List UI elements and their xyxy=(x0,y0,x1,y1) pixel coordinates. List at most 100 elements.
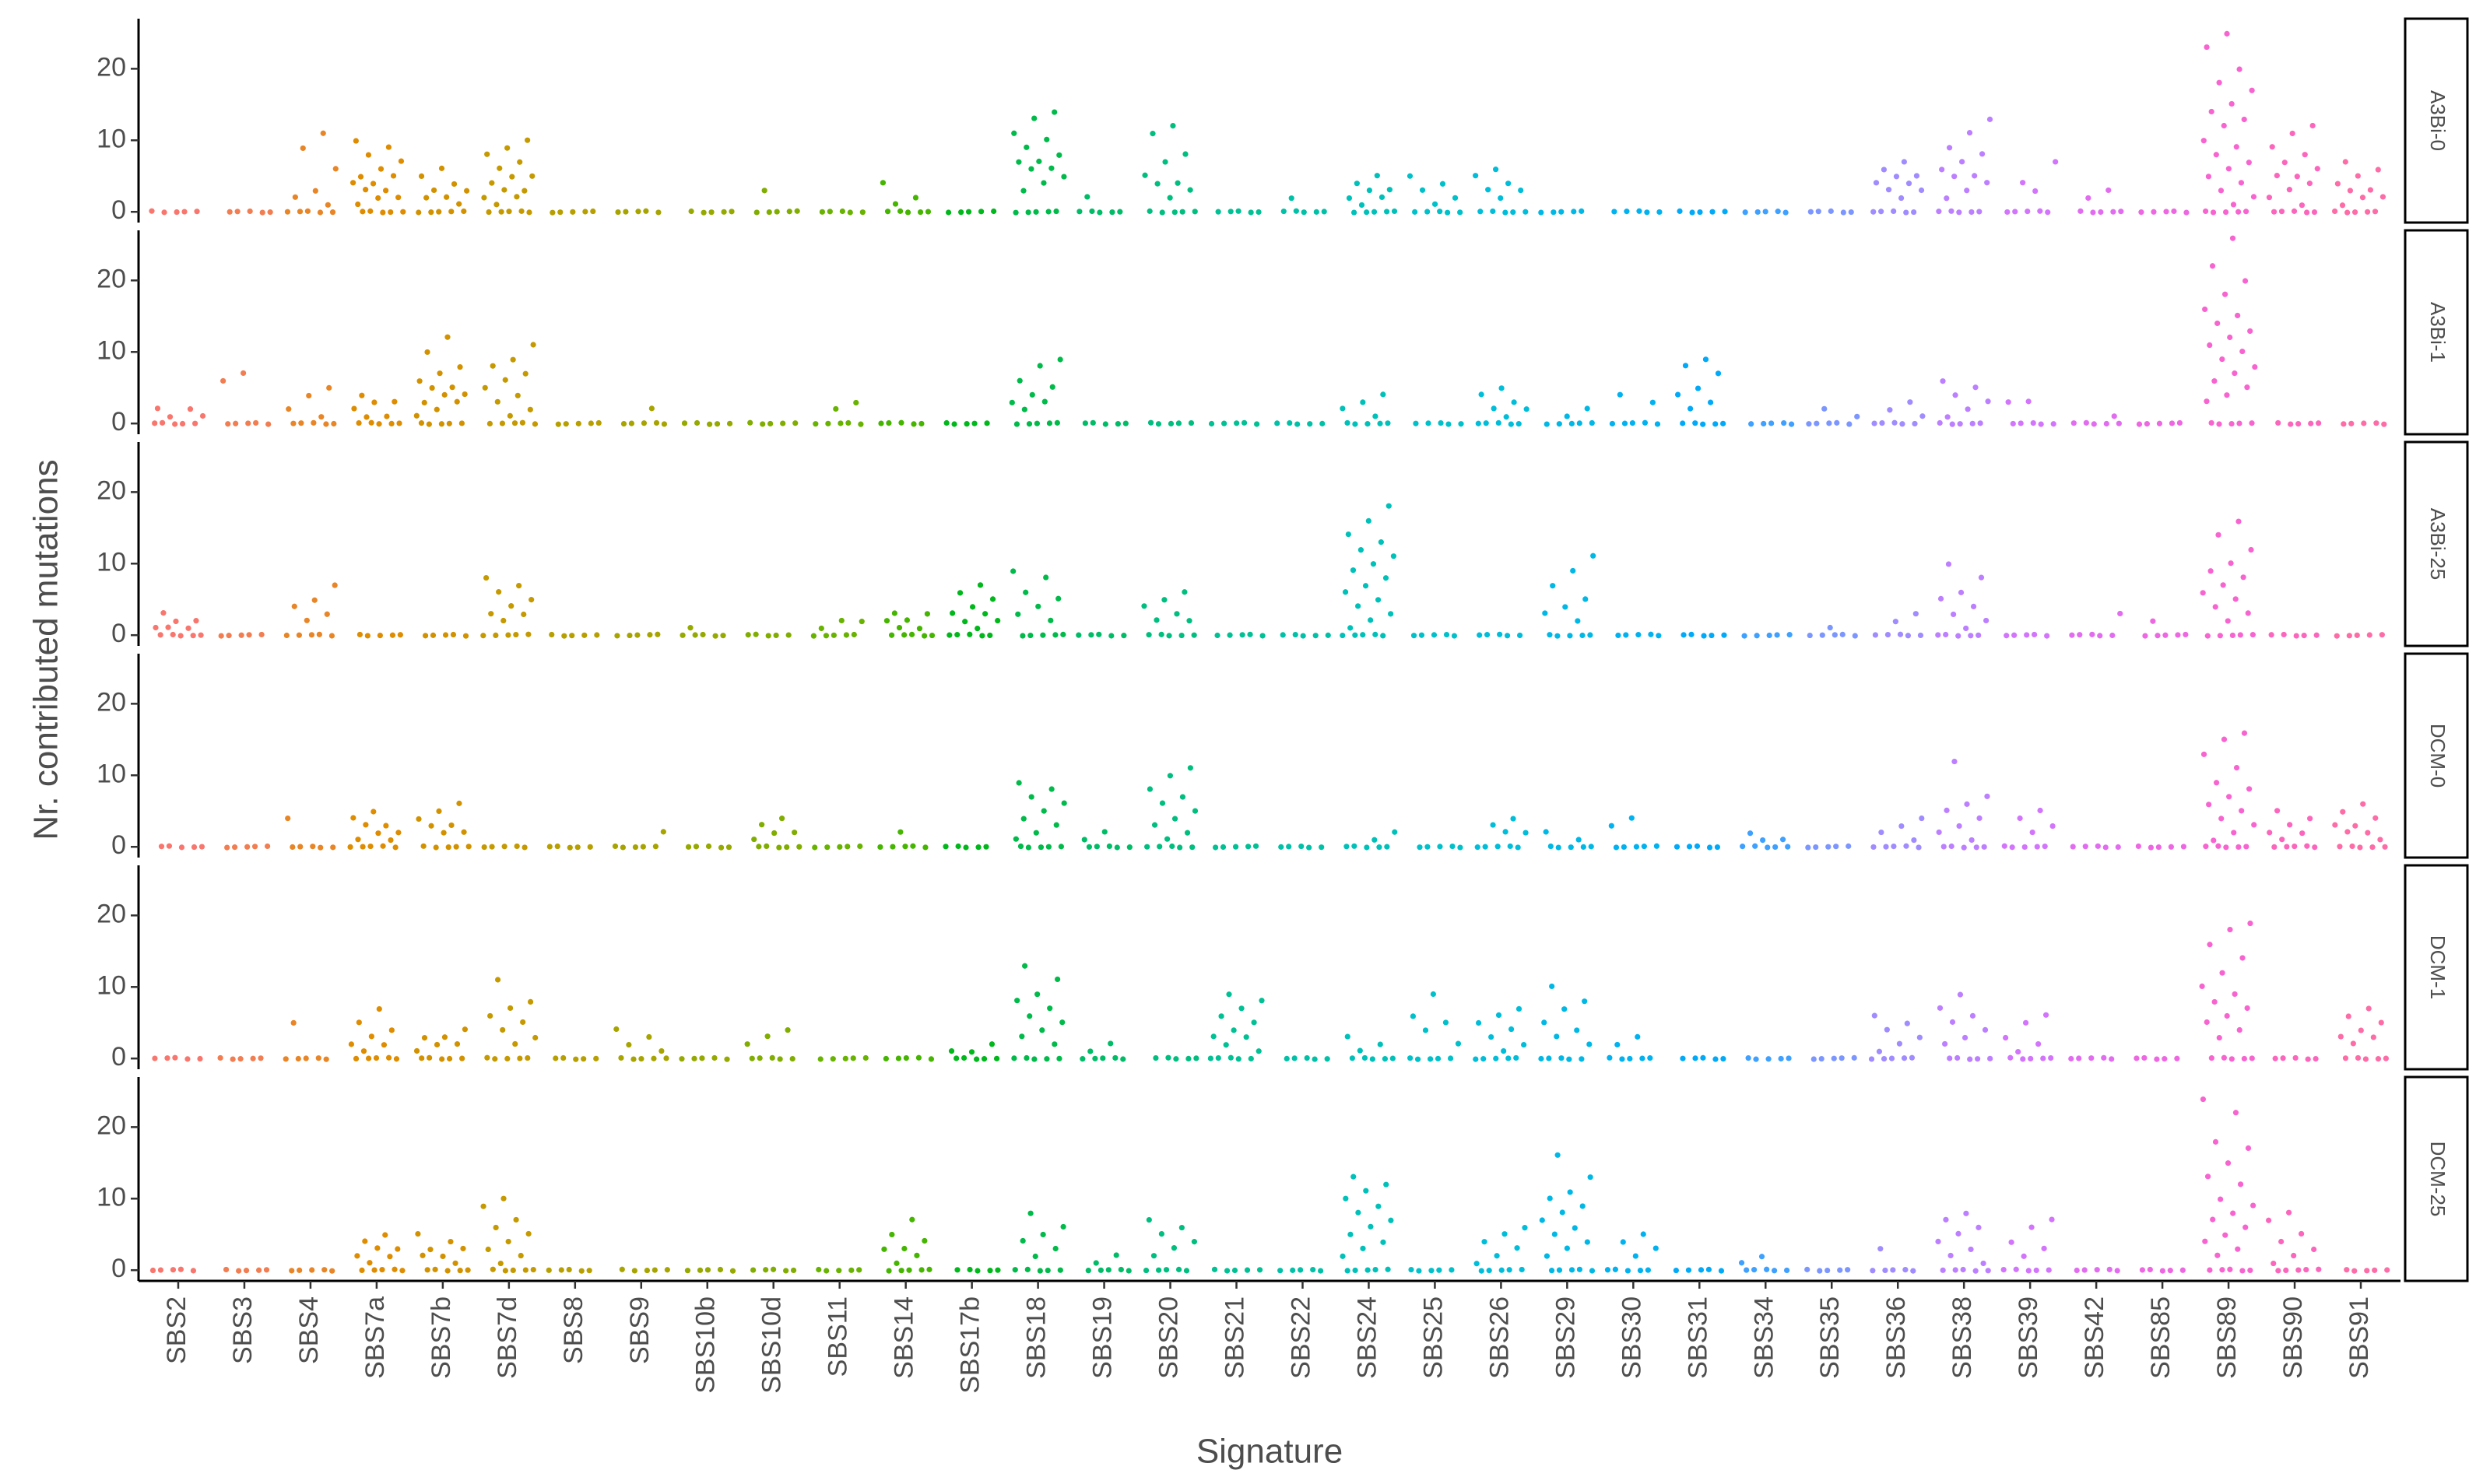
point xyxy=(2206,802,2212,808)
point xyxy=(507,1005,514,1012)
point xyxy=(351,405,357,412)
point xyxy=(456,800,462,806)
point xyxy=(1422,1027,1429,1033)
point xyxy=(717,1266,724,1273)
point xyxy=(2247,1267,2253,1274)
point xyxy=(1010,568,1017,574)
point xyxy=(1559,1209,1565,1216)
facet-strip xyxy=(2404,17,2469,224)
x-tick-label: SBS21 xyxy=(1220,1296,1249,1379)
point xyxy=(448,1238,454,1245)
point xyxy=(1027,1210,1034,1216)
point xyxy=(371,809,377,815)
point xyxy=(486,209,492,216)
point xyxy=(529,173,536,179)
point xyxy=(415,1230,421,1237)
point xyxy=(1045,209,1052,215)
point xyxy=(983,844,989,850)
point xyxy=(1976,632,1982,638)
point xyxy=(2204,44,2210,51)
point xyxy=(2379,632,2385,638)
point xyxy=(1642,419,1649,426)
point xyxy=(1298,843,1305,850)
point xyxy=(530,342,536,348)
point xyxy=(1245,844,1252,850)
point xyxy=(979,633,985,639)
point xyxy=(330,844,336,851)
point xyxy=(311,597,318,603)
point xyxy=(2334,633,2340,639)
point xyxy=(1031,1056,1038,1062)
point xyxy=(320,130,326,136)
point xyxy=(1101,829,1108,835)
point xyxy=(1944,807,1950,813)
point xyxy=(1243,1034,1249,1040)
point xyxy=(2232,991,2238,998)
facet-strip xyxy=(2404,1075,2469,1282)
point xyxy=(291,603,297,609)
point xyxy=(1325,632,1331,638)
point xyxy=(1590,553,1596,559)
point xyxy=(769,1054,775,1061)
point xyxy=(1458,421,1464,427)
point xyxy=(2204,1019,2210,1026)
point xyxy=(570,209,576,215)
x-tick-label: SBS25 xyxy=(1418,1296,1448,1379)
point xyxy=(1474,844,1480,851)
point xyxy=(462,1026,469,1033)
x-tick-label: SBS22 xyxy=(1286,1296,1315,1379)
point xyxy=(2210,209,2217,216)
point xyxy=(1175,420,1182,426)
point xyxy=(385,1054,392,1061)
point xyxy=(573,1056,579,1062)
point xyxy=(1012,1267,1018,1273)
point xyxy=(1009,399,1015,405)
point xyxy=(1885,187,1892,193)
point xyxy=(1419,187,1426,193)
point xyxy=(1017,377,1023,384)
point xyxy=(381,1042,388,1048)
point xyxy=(2278,1238,2285,1245)
point xyxy=(1021,406,1027,412)
x-axis-title: Signature xyxy=(1196,1433,1343,1471)
point xyxy=(1413,420,1419,426)
point xyxy=(2233,764,2240,771)
point xyxy=(891,610,897,616)
point xyxy=(1916,844,1922,851)
point xyxy=(2274,173,2280,179)
point xyxy=(2175,632,2181,638)
point xyxy=(2278,209,2285,215)
point xyxy=(836,1268,842,1274)
point xyxy=(1317,1268,1324,1274)
point xyxy=(2199,983,2205,990)
point xyxy=(1060,631,1066,637)
point xyxy=(1579,632,1586,639)
point xyxy=(193,618,199,624)
point xyxy=(1586,1041,1593,1047)
point xyxy=(392,1266,398,1272)
point xyxy=(2028,1055,2034,1062)
point xyxy=(413,412,420,419)
point xyxy=(1575,618,1581,624)
point xyxy=(461,829,467,835)
point xyxy=(331,420,337,427)
point xyxy=(258,631,265,638)
point xyxy=(847,209,853,216)
point xyxy=(517,1055,523,1061)
point xyxy=(2375,1056,2382,1062)
point xyxy=(640,844,646,850)
point xyxy=(2348,420,2355,426)
point xyxy=(2229,632,2236,639)
x-tick-label: SBS36 xyxy=(1881,1296,1911,1379)
point xyxy=(1418,632,1425,638)
point xyxy=(1490,822,1496,828)
point xyxy=(1624,209,1630,215)
x-tick-label: SBS11 xyxy=(824,1296,853,1377)
point xyxy=(318,844,324,851)
point xyxy=(2372,815,2379,821)
point xyxy=(1112,1054,1119,1061)
point xyxy=(2235,1246,2241,1252)
point xyxy=(2174,1055,2180,1061)
point xyxy=(2381,421,2387,427)
point xyxy=(845,844,851,850)
